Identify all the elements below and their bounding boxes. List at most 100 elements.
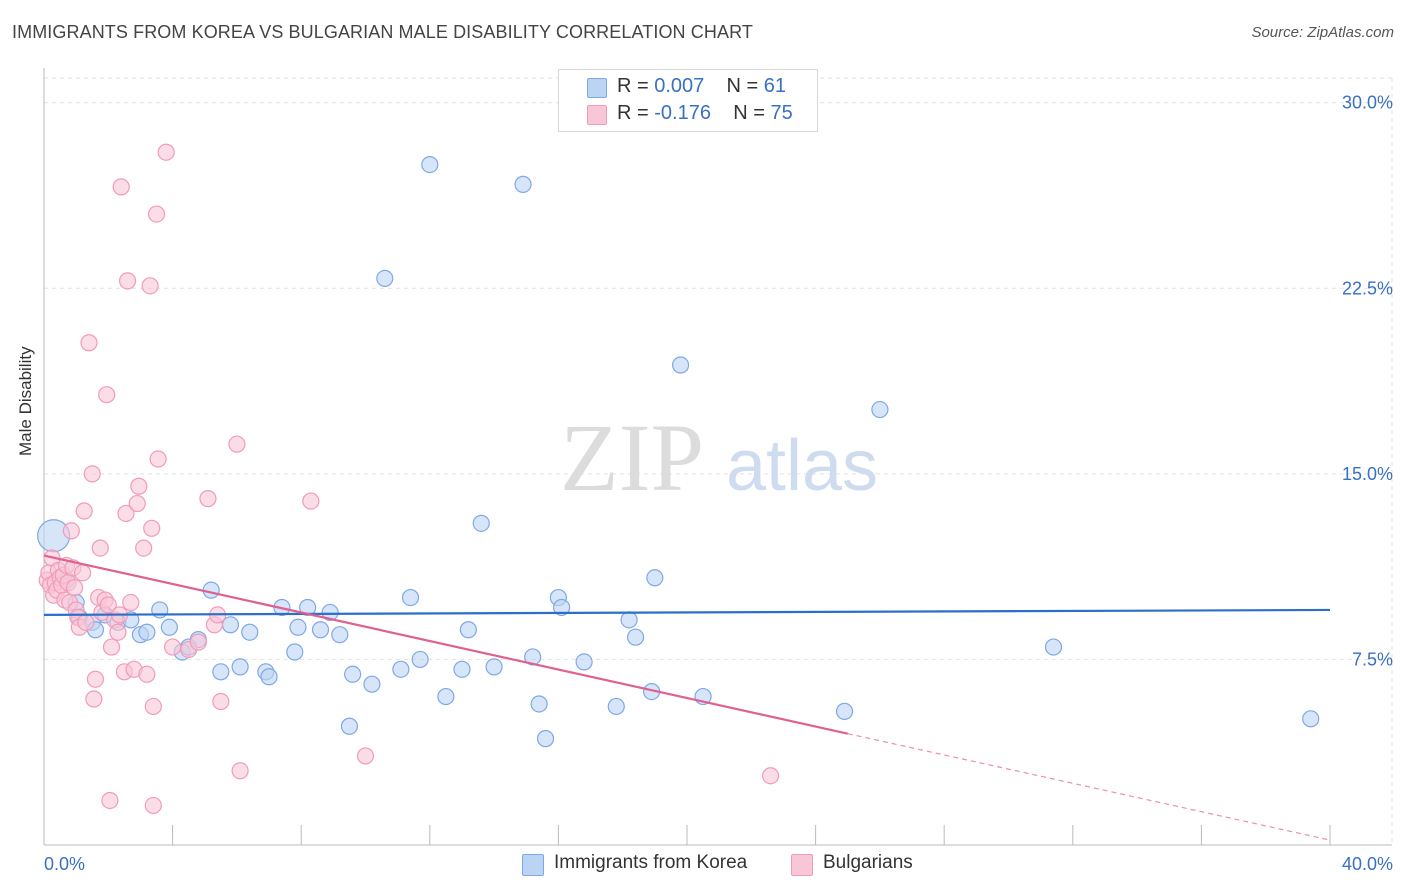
watermark-atlas: atlas [726, 426, 878, 506]
bulgarian-trend-extension [847, 733, 1331, 841]
bulgarian-point [189, 633, 207, 651]
bulgarian-point [149, 450, 167, 468]
korea-point [212, 663, 230, 681]
bulgarian-point [199, 490, 217, 508]
bulgarian-point [86, 670, 105, 688]
korea-point [871, 400, 889, 419]
y-tick-label: 30.0% [1342, 93, 1393, 113]
bottom-legend-swatch-korea [522, 854, 544, 876]
bulgarian-point [117, 504, 135, 523]
korea-point [411, 650, 429, 669]
bulgarian-point [212, 692, 230, 711]
korea-point [1044, 638, 1063, 656]
bottom-legend-swatch-bulgarians [791, 854, 813, 876]
legend-n-value-korea: 61 [763, 75, 787, 97]
korea-point [299, 598, 317, 617]
y-tick-label: 7.5% [1352, 649, 1393, 669]
bulgarian-point [157, 143, 175, 161]
bulgarian-point [122, 593, 140, 612]
bulgarian-point [62, 522, 80, 540]
axes [43, 68, 1392, 846]
legend-swatch-korea [587, 78, 607, 98]
korea-point [241, 623, 259, 641]
bulgarian-point [228, 435, 246, 453]
x-tick-label-max: 40.0% [1342, 854, 1393, 874]
bulgarian-point [144, 796, 162, 815]
korea-point [138, 623, 156, 641]
legend-n-label: N = [733, 102, 771, 124]
bulgarian-point [65, 579, 84, 597]
korea-point [671, 356, 690, 374]
korea-point [344, 665, 362, 683]
bulgarian-point [144, 697, 162, 716]
legend-r-label: R = [617, 102, 655, 124]
korea-point [1302, 710, 1320, 728]
bulgarian-point [130, 477, 148, 495]
bulgarian-point [109, 623, 127, 641]
korea-point [524, 648, 542, 666]
bulgarian-point [98, 386, 116, 404]
bulgarian-point [101, 791, 119, 810]
bulgarian-trend-line [43, 554, 848, 735]
korea-points [37, 155, 1320, 748]
korea-point [321, 603, 339, 622]
source-label: Source: ZipAtlas.com [1251, 24, 1394, 41]
bulgarian-point [141, 277, 159, 295]
bulgarian-point [77, 613, 95, 631]
korea-point [626, 628, 645, 646]
legend-r-value-bulgarians: -0.176 [654, 102, 711, 124]
korea-point [363, 675, 381, 693]
y-axis-title: Male Disability [16, 346, 35, 456]
bulgarian-point [302, 492, 320, 510]
korea-point [231, 658, 249, 676]
correlation-legend: R = 0.007 N = 61 R = -0.176 N = 75 [558, 69, 818, 132]
korea-point [530, 695, 548, 713]
korea-point [835, 702, 854, 720]
korea-point [311, 621, 330, 639]
bulgarian-point [143, 519, 161, 537]
korea-point [575, 653, 593, 671]
korea-point [421, 155, 439, 174]
legend-r-label: R = [617, 75, 655, 97]
bulgarian-point [85, 690, 103, 708]
korea-point [607, 697, 625, 716]
tick-labels: 7.5% 15.0% 22.5% 30.0% 0.0% 40.0% [44, 93, 1393, 874]
bulgarian-point [138, 665, 156, 683]
bulgarian-point [118, 272, 137, 290]
bulgarian-point [164, 638, 182, 656]
bulgarian-point [75, 502, 93, 520]
korea-point [514, 175, 532, 193]
legend-n-label: N = [726, 75, 764, 97]
korea-point [472, 514, 490, 532]
bulgarian-point [73, 564, 92, 582]
korea-point [202, 581, 220, 599]
bulgarian-point [80, 334, 98, 352]
bottom-legend-label-korea: Immigrants from Korea [554, 852, 748, 873]
korea-point [340, 717, 359, 735]
korea-point [459, 621, 477, 639]
bulgarian-point [147, 205, 166, 223]
bulgarian-point [761, 767, 780, 785]
korea-point [286, 643, 304, 661]
bulgarian-point [135, 539, 153, 557]
korea-point [401, 588, 420, 607]
bottom-legend-label-bulgarians: Bulgarians [823, 852, 913, 873]
korea-point [620, 611, 638, 629]
korea-point [260, 668, 278, 686]
korea-point [646, 569, 664, 587]
korea-point [553, 598, 571, 617]
korea-point [376, 269, 394, 288]
bulgarian-point [102, 638, 121, 656]
bulgarian-point [91, 539, 109, 557]
legend-n-value-bulgarians: 75 [770, 102, 793, 124]
watermark-zip: ZIP [560, 404, 704, 511]
korea-point [331, 626, 349, 644]
chart-title: IMMIGRANTS FROM KOREA VS BULGARIAN MALE … [12, 22, 753, 42]
korea-point [392, 660, 410, 678]
legend-r-value-korea: 0.007 [654, 75, 705, 97]
y-tick-label: 22.5% [1342, 278, 1393, 298]
bulgarian-point [112, 178, 130, 196]
korea-point [289, 618, 307, 636]
bulgarian-point [99, 596, 117, 614]
trend-lines [43, 554, 1331, 841]
